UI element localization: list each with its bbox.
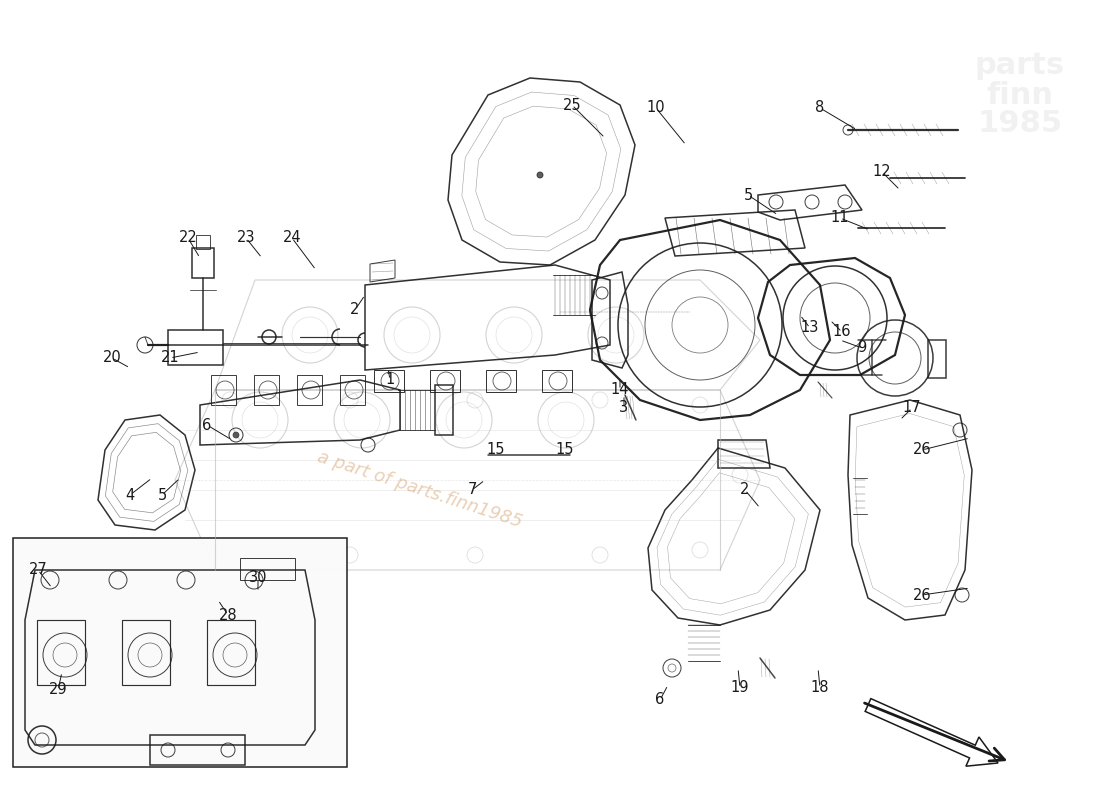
Text: 21: 21 bbox=[161, 350, 179, 366]
Bar bbox=[374, 370, 404, 392]
Bar bbox=[542, 370, 572, 392]
Bar bbox=[150, 735, 245, 765]
Bar bbox=[207, 620, 255, 685]
Bar bbox=[486, 370, 516, 392]
Text: 11: 11 bbox=[830, 210, 849, 226]
Bar bbox=[211, 375, 236, 405]
Bar bbox=[168, 330, 223, 365]
Text: 15: 15 bbox=[556, 442, 574, 458]
Bar bbox=[122, 620, 170, 685]
Text: 12: 12 bbox=[872, 165, 891, 179]
Bar bbox=[192, 248, 215, 278]
Text: 6: 6 bbox=[202, 418, 211, 433]
Text: 25: 25 bbox=[563, 98, 581, 113]
Text: a part of parts.finn1985: a part of parts.finn1985 bbox=[316, 448, 525, 532]
Text: 3: 3 bbox=[619, 401, 628, 415]
Text: 26: 26 bbox=[913, 587, 932, 602]
Text: parts
finn
1985: parts finn 1985 bbox=[975, 51, 1065, 138]
Text: 29: 29 bbox=[48, 682, 67, 698]
Bar bbox=[240, 558, 295, 580]
Text: 19: 19 bbox=[730, 681, 749, 695]
Text: 30: 30 bbox=[249, 570, 267, 586]
Text: 16: 16 bbox=[833, 325, 851, 339]
Text: 8: 8 bbox=[815, 101, 825, 115]
Text: 13: 13 bbox=[801, 321, 820, 335]
Text: 2: 2 bbox=[350, 302, 360, 318]
Text: 27: 27 bbox=[29, 562, 47, 578]
Text: 15: 15 bbox=[486, 442, 505, 458]
Text: 24: 24 bbox=[283, 230, 301, 246]
Bar bbox=[928, 340, 946, 378]
Text: 7: 7 bbox=[468, 482, 476, 498]
Text: 22: 22 bbox=[178, 230, 197, 246]
Bar bbox=[434, 385, 453, 435]
Text: 17: 17 bbox=[903, 401, 922, 415]
Text: 28: 28 bbox=[219, 607, 238, 622]
Text: 4: 4 bbox=[125, 487, 134, 502]
Text: 14: 14 bbox=[610, 382, 629, 398]
Text: 2: 2 bbox=[740, 482, 750, 498]
Bar bbox=[254, 375, 279, 405]
Text: 1: 1 bbox=[385, 373, 395, 387]
Text: 26: 26 bbox=[913, 442, 932, 458]
FancyBboxPatch shape bbox=[13, 538, 346, 767]
Text: 6: 6 bbox=[656, 693, 664, 707]
Text: 9: 9 bbox=[857, 341, 867, 355]
Bar bbox=[37, 620, 85, 685]
Text: 23: 23 bbox=[236, 230, 255, 246]
Bar bbox=[196, 235, 210, 249]
Circle shape bbox=[537, 172, 543, 178]
Circle shape bbox=[233, 432, 239, 438]
Text: 5: 5 bbox=[157, 487, 166, 502]
Text: 5: 5 bbox=[744, 187, 752, 202]
Text: 20: 20 bbox=[102, 350, 121, 366]
Bar bbox=[297, 375, 322, 405]
Text: 18: 18 bbox=[811, 681, 829, 695]
Text: 10: 10 bbox=[647, 101, 666, 115]
Bar bbox=[430, 370, 460, 392]
Bar bbox=[340, 375, 365, 405]
